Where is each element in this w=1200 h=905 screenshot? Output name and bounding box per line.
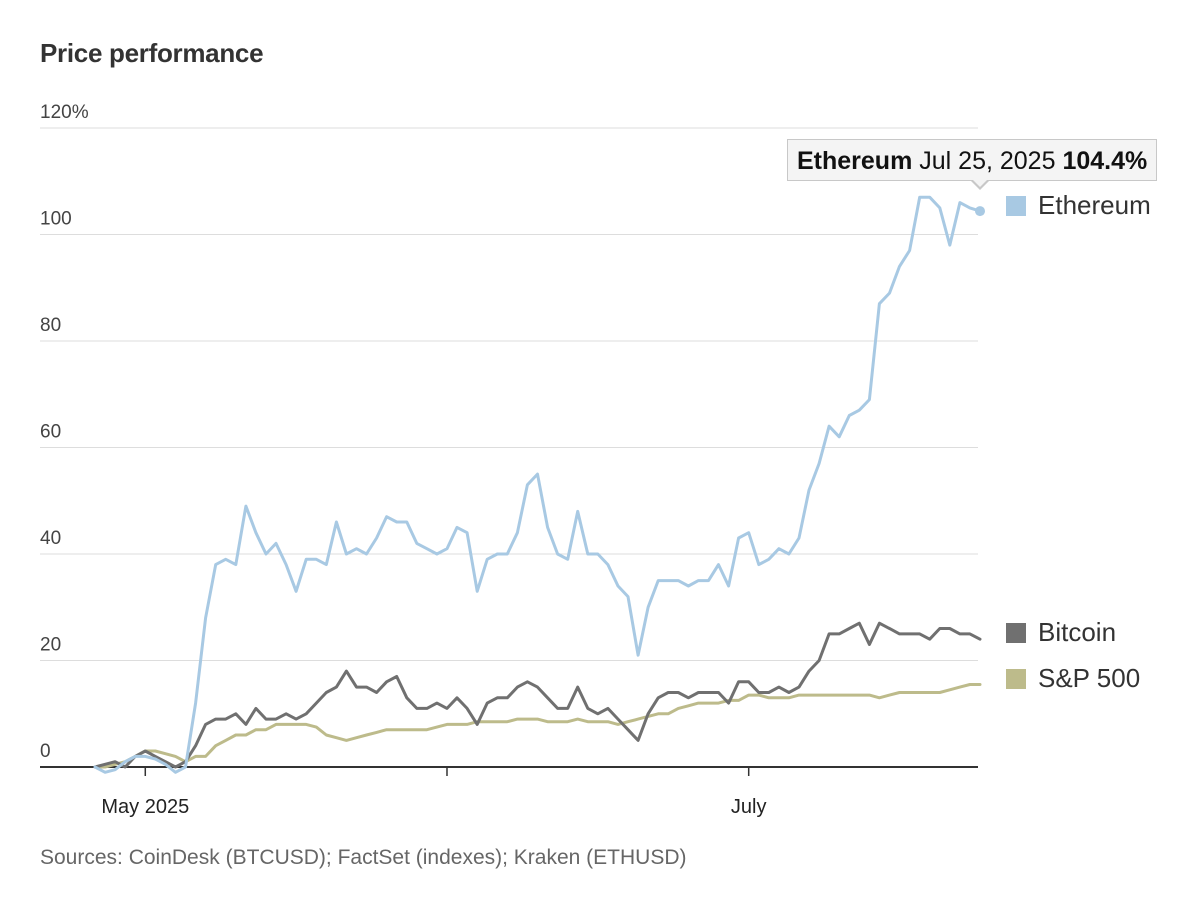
series-line-bitcoin	[93, 621, 982, 769]
x-tick-label: July	[731, 796, 767, 818]
highlight-point	[975, 206, 985, 217]
gridlines	[40, 127, 978, 661]
series-lines	[93, 195, 985, 774]
series-line-ethereum	[93, 195, 982, 774]
legend-swatch	[1006, 669, 1026, 689]
tooltip-value: 104.4%	[1062, 147, 1148, 175]
source-note: Sources: CoinDesk (BTCUSD); FactSet (ind…	[40, 846, 687, 869]
chart-title: Price performance	[40, 38, 264, 68]
legend-label: Ethereum	[1038, 190, 1151, 220]
y-tick-label: 100	[40, 209, 72, 230]
x-axis: May 2025 July	[40, 766, 978, 818]
y-axis: 0 20 40 60 80 100 120%	[40, 102, 89, 762]
y-tick-label: 20	[40, 635, 61, 656]
y-tick-label: 120%	[40, 102, 89, 123]
tooltip-date: Jul 25, 2025	[919, 147, 1056, 175]
x-tick-label: May 2025	[101, 796, 189, 818]
tooltip-series: Ethereum	[797, 147, 913, 175]
y-tick-label: 0	[40, 741, 51, 762]
legend-swatch	[1006, 623, 1026, 643]
legend-label: Bitcoin	[1038, 617, 1116, 647]
legend: Ethereum Bitcoin S&P 500	[1006, 190, 1151, 693]
y-tick-label: 80	[40, 315, 61, 336]
legend-swatch	[1006, 196, 1026, 216]
tooltip: Ethereum Jul 25, 2025 104.4%	[787, 139, 1158, 181]
series-line-s-p-500	[93, 683, 982, 769]
y-tick-label: 60	[40, 422, 61, 443]
y-tick-label: 40	[40, 528, 61, 549]
tooltip-pointer	[970, 179, 990, 190]
legend-label: S&P 500	[1038, 663, 1140, 693]
